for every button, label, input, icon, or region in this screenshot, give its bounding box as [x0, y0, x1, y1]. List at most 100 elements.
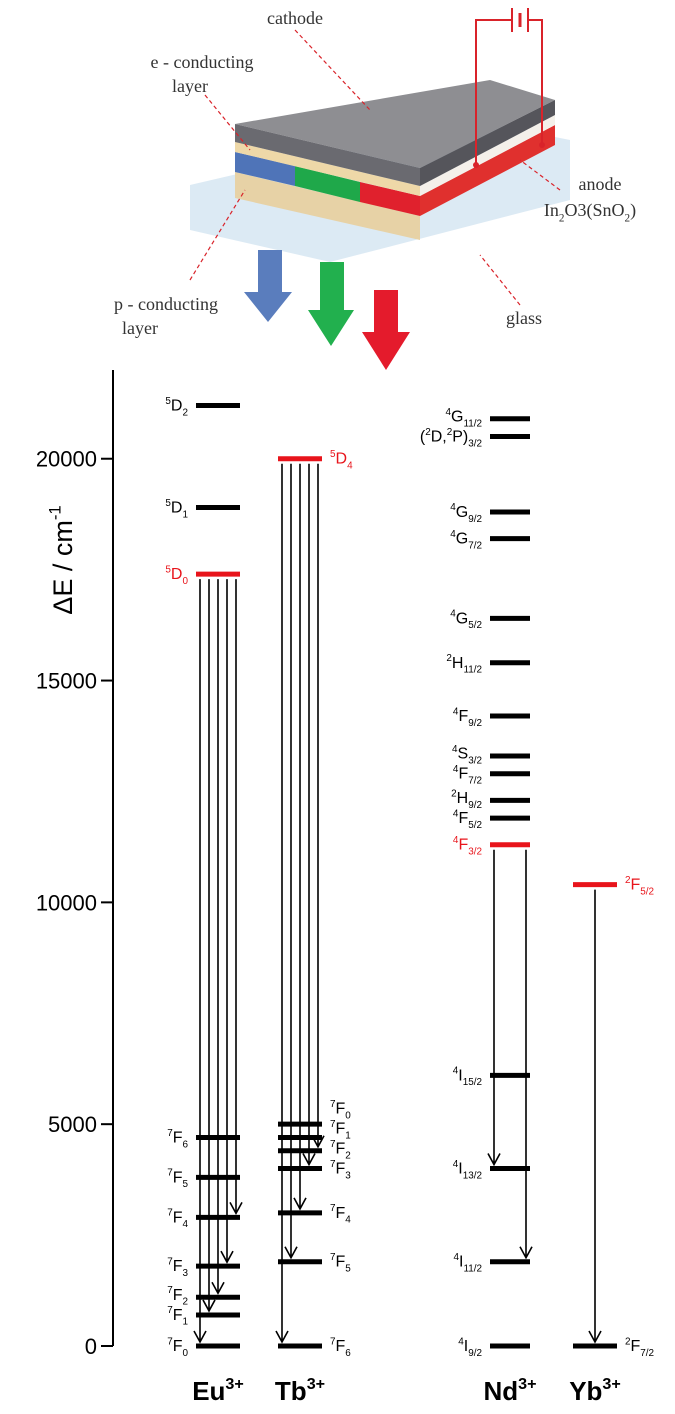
level-label: 5D1 [165, 498, 188, 521]
transition-arrow [487, 849, 501, 1167]
p-layer-label: p - conducting [114, 294, 218, 314]
transition-arrow [229, 579, 243, 1216]
sup: 7 [167, 1168, 173, 1179]
sub: 4 [345, 1215, 351, 1226]
text-part: F [631, 1338, 641, 1355]
transition-arrow [588, 889, 602, 1344]
text-part: F [173, 1287, 183, 1304]
sup: 4 [453, 706, 459, 717]
text-part: D [171, 500, 183, 517]
sup: 7 [167, 1128, 173, 1139]
sub: 6 [345, 1348, 351, 1359]
sup: 5 [165, 396, 171, 407]
level-label: 7F1 [167, 1305, 188, 1328]
text-part: F [336, 1101, 346, 1118]
level-label: (2D,2P)3/2 [420, 427, 483, 450]
anode-label: anode [579, 174, 622, 194]
sup: 4 [453, 1252, 459, 1263]
ion-label: Tb3+ [275, 1375, 325, 1406]
text-part: F [173, 1307, 183, 1324]
sup: 4 [452, 744, 458, 755]
sub: 3/2 [468, 756, 482, 767]
level-label: 7F4 [167, 1208, 188, 1231]
text-part: ) [630, 200, 636, 221]
sub: 2 [182, 1297, 188, 1308]
y-tick-label: 5000 [48, 1112, 97, 1137]
text-part: F [336, 1205, 346, 1222]
sub: 9/2 [468, 1348, 482, 1359]
level-label: 7F6 [330, 1336, 351, 1359]
level-label: 2F7/2 [625, 1336, 655, 1359]
sub: 9/2 [468, 514, 482, 525]
blue-light-arrow [244, 250, 292, 322]
level-label: 4G9/2 [450, 502, 482, 525]
text-part: D [336, 451, 348, 468]
sub: 11/2 [463, 418, 482, 429]
level-label: 4S3/2 [452, 744, 482, 767]
level-label: 2F5/2 [625, 875, 655, 898]
level-label: 7F5 [167, 1168, 188, 1191]
sup: 4 [450, 609, 456, 620]
sup: 2 [625, 875, 631, 886]
level-label: 5D4 [330, 449, 353, 472]
ion-label: Yb3+ [569, 1375, 621, 1406]
sup: 4 [445, 407, 451, 418]
sub: 2 [559, 212, 565, 224]
level-label: 4F9/2 [453, 706, 483, 729]
transition-arrow [275, 463, 289, 1344]
device-illustration: cathode e - conducting layer anode In2O3… [114, 8, 636, 370]
sup: 7 [330, 1099, 336, 1110]
level-label: 4F7/2 [453, 764, 483, 787]
sup: 7 [167, 1285, 173, 1296]
e-layer [235, 142, 420, 196]
sup: 3+ [307, 1375, 325, 1393]
y-tick-label: 20000 [36, 447, 97, 472]
text-part: I [458, 1161, 462, 1178]
sub: 4 [182, 1219, 188, 1230]
sub: 15/2 [463, 1077, 483, 1088]
sub: 3 [345, 1170, 351, 1181]
transition-arrow [519, 849, 533, 1260]
sup: 3+ [225, 1375, 243, 1393]
level-label: 4I9/2 [458, 1336, 482, 1359]
y-tick-label: 0 [85, 1334, 97, 1359]
sup: 4 [453, 1066, 459, 1077]
text-part: F [458, 708, 468, 725]
transition-arrow [302, 463, 316, 1167]
level-label: 4I15/2 [453, 1066, 483, 1089]
p-layer [235, 172, 420, 240]
sup: 2 [446, 653, 452, 664]
level-label: 4G7/2 [450, 529, 482, 552]
e-layer-label: e - conducting [151, 52, 254, 72]
sup: 4 [453, 764, 459, 775]
sup: -1 [46, 505, 65, 520]
text-part: Yb [569, 1376, 602, 1406]
sup: 2 [451, 788, 457, 799]
text-part: O3(SnO [564, 200, 624, 221]
sup: 3+ [602, 1375, 620, 1393]
text-part: I [459, 1254, 463, 1271]
text-part: I [458, 1067, 462, 1084]
text-part: F [458, 837, 468, 854]
text-part: F [173, 1258, 183, 1275]
sub: 9/2 [468, 800, 482, 811]
sup: 5 [165, 564, 171, 575]
sub: 5/2 [468, 820, 482, 831]
text-part: I [464, 1338, 468, 1355]
text-part: F [336, 1338, 346, 1355]
sub: 2 [182, 407, 188, 418]
sub: 0 [182, 576, 188, 587]
transition-arrow [193, 579, 207, 1344]
text-part: G [451, 409, 463, 426]
text-part: F [458, 766, 468, 783]
text-part: F [336, 1141, 346, 1158]
text-part: F [336, 1254, 346, 1271]
text-part: G [456, 504, 468, 521]
transition-arrow [202, 579, 216, 1313]
text-part: F [631, 877, 641, 894]
sup: 4 [453, 835, 459, 846]
text-part: F [173, 1169, 183, 1186]
text-part: F [173, 1129, 183, 1146]
level-label: 4G11/2 [445, 407, 482, 430]
cathode-front [235, 124, 420, 186]
